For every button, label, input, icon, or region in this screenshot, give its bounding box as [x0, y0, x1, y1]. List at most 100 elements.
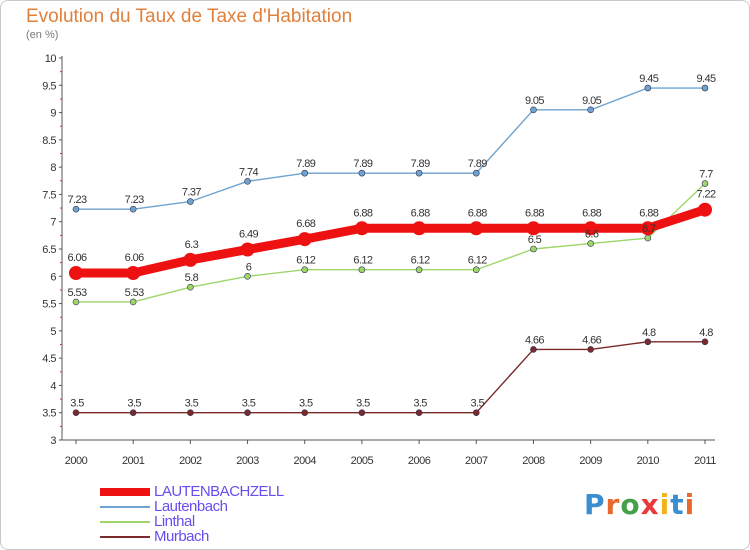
data-point	[301, 266, 309, 274]
data-label: 3.5	[471, 398, 485, 410]
data-label: 7.37	[182, 187, 201, 199]
data-label: 3.5	[185, 398, 199, 410]
data-label: 7.89	[296, 158, 315, 170]
x-tick-label: 2008	[522, 455, 545, 467]
y-tick-label: 5.5	[42, 299, 56, 311]
legend-swatch	[100, 521, 150, 523]
legend-swatch	[100, 536, 150, 538]
data-point	[587, 346, 594, 353]
legend-label: Linthal	[154, 513, 195, 530]
logo-letter: o	[620, 488, 641, 521]
data-label: 6.12	[468, 255, 487, 267]
data-point	[72, 409, 80, 417]
data-label: 6.88	[353, 207, 372, 219]
y-tick-label: 9	[50, 108, 56, 120]
logo-letter: i	[684, 488, 696, 521]
legend-swatch	[100, 488, 150, 496]
data-point	[412, 221, 427, 236]
data-point	[415, 266, 423, 274]
series-line-lautenbachzell	[71, 205, 710, 278]
data-point	[244, 272, 251, 280]
data-point	[415, 409, 423, 417]
data-label: 7.74	[239, 166, 258, 178]
data-label: 4.66	[582, 334, 601, 346]
data-label: 6.7	[642, 223, 656, 235]
y-tick-label: 6.5	[42, 244, 56, 256]
series-line-linthal	[75, 182, 706, 303]
legend-swatch	[100, 506, 150, 508]
y-tick-label: 9.5	[42, 80, 56, 92]
data-label: 6.49	[239, 229, 258, 241]
data-label: 7.23	[67, 194, 86, 206]
y-tick-label: 7.5	[42, 189, 56, 201]
data-point	[701, 180, 709, 187]
data-label: 6.12	[353, 255, 372, 267]
data-point	[640, 221, 655, 236]
y-tick-label: 3	[50, 435, 56, 447]
data-point	[644, 84, 652, 92]
data-label: 6.68	[296, 218, 315, 230]
data-label: 6.5	[528, 234, 542, 246]
data-point	[526, 221, 541, 236]
data-label: 7.7	[699, 169, 713, 181]
chart-subtitle: (en %)	[26, 29, 59, 41]
data-point	[530, 346, 537, 353]
chart-title: Evolution du Taux de Taxe d'Habitation	[26, 6, 353, 27]
data-label: 3.5	[413, 398, 427, 410]
data-point	[129, 298, 137, 306]
data-point	[644, 234, 652, 242]
data-label: 6	[246, 261, 252, 273]
y-tick-label: 7	[50, 217, 56, 229]
logo-letter: x	[640, 488, 660, 521]
data-point	[415, 169, 423, 177]
logo-letter: P	[584, 488, 606, 521]
data-point	[587, 240, 594, 247]
data-label: 6.88	[525, 207, 544, 219]
logo-letter: t	[670, 488, 685, 521]
data-label: 6.88	[582, 207, 601, 219]
data-label: 6.88	[411, 207, 430, 219]
data-point	[72, 205, 80, 213]
data-label: 4.8	[642, 327, 656, 339]
data-label: 9.05	[525, 95, 544, 107]
data-point	[472, 169, 480, 177]
data-point	[244, 178, 251, 185]
data-point	[358, 409, 366, 417]
data-point	[69, 266, 83, 281]
line-chart: 3 3.5 4 4.5 5 5.5 6 6.5 7 7.5 8 8.5 9 9.5 10 2000 2001 20…	[42, 53, 717, 467]
data-label: 4.66	[525, 334, 544, 346]
logo-letter: i	[659, 488, 671, 521]
data-point	[244, 409, 251, 417]
data-label: 3.5	[356, 398, 370, 410]
data-label: 9.45	[696, 73, 715, 85]
data-point	[698, 202, 712, 217]
data-label: 7.89	[468, 158, 487, 170]
data-point	[701, 338, 709, 346]
data-label: 9.05	[582, 95, 601, 107]
data-point	[129, 409, 137, 417]
x-tick-label: 2007	[465, 455, 488, 467]
data-point	[469, 221, 484, 236]
data-label: 3.5	[299, 398, 313, 410]
data-label: 5.53	[67, 287, 86, 299]
data-point	[187, 283, 194, 291]
x-tick-label: 2006	[408, 455, 431, 467]
y-tick-label: 6	[50, 271, 56, 283]
x-tick-label: 2005	[351, 455, 374, 467]
logo-letter: r	[605, 488, 621, 521]
data-point	[240, 242, 255, 257]
data-label: 6.12	[296, 255, 315, 267]
y-tick-label: 4.5	[42, 353, 56, 365]
data-label: 6.3	[185, 239, 199, 251]
data-point	[72, 298, 80, 306]
legend-label: Murbach	[154, 528, 209, 545]
data-point	[472, 266, 480, 274]
x-tick-label: 2000	[65, 455, 88, 467]
data-label: 7.89	[353, 158, 372, 170]
data-label: 4.8	[699, 327, 713, 339]
data-label: 6.12	[411, 255, 430, 267]
data-point	[530, 106, 537, 114]
data-label: 6.06	[67, 252, 86, 264]
data-point	[358, 266, 366, 274]
x-tick-label: 2010	[637, 455, 660, 467]
